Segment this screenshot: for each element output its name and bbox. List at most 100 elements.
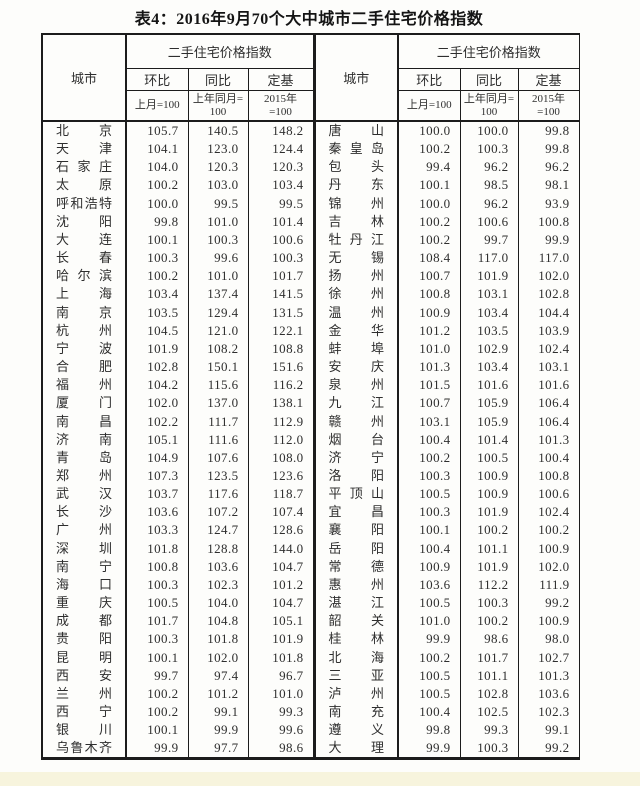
base-value-left: 144.0 [248,539,316,558]
base-value-right: 102.4 [538,504,570,520]
yoy-value-left: 111.6 [188,430,249,449]
base-header-right: 定基 [518,68,580,91]
base-value-left: 151.6 [248,358,316,377]
table-row: 青岛 104.9 107.6 108.0 济宁 100.2 100.5 100.… [42,448,579,467]
yoy-value-right: 99.3 [460,721,519,740]
city-name-right: 宜昌 [314,503,400,522]
yoy-value-right: 101.6 [460,376,519,395]
mom-value-left: 100.1 [126,648,189,667]
city-name-left: 沈阳 [42,212,127,231]
yoy-value-left: 124.7 [188,521,249,540]
yoy-value-right: 98.5 [460,176,519,195]
yoy-value-left: 101.8 [188,630,249,649]
city-name-left: 重庆 [42,594,127,613]
yoy-value-left: 123.0 [188,140,249,159]
base-value-left: 100.6 [248,230,316,250]
mom-value-right: 100.1 [398,521,461,540]
city-name-right: 北海 [314,648,400,667]
mom-value-right: 99.4 [398,158,461,177]
city-name-left: 昆明 [42,648,127,667]
base-value-left: 116.2 [248,376,316,395]
base-value-right: 100.8 [538,213,570,229]
base-value-right: 111.9 [539,576,570,592]
base-value-left: 99.3 [248,703,316,722]
city-name-right: 赣州 [314,412,400,431]
base-value-right: 104.4 [538,304,570,320]
base-value-right: 103.6 [538,685,570,701]
city-column-header-right: 城市 [314,34,400,122]
city-name-right: 牡丹江 [314,230,400,250]
base-value-left: 101.8 [248,648,316,667]
city-name-right: 烟台 [314,430,400,449]
base-value-right: 99.9 [545,231,570,247]
table-body: 北京 105.7 140.5 148.2 唐山 100.0 100.0 99.8… [42,121,579,759]
table-row: 南宁 100.8 103.6 104.7 常德 100.9 101.9 102.… [42,557,579,576]
base-value-right: 106.4 [538,413,570,429]
city-name-left: 呼和浩特 [42,194,127,213]
mom-value-left: 103.6 [126,503,189,522]
city-name-right: 九江 [314,394,400,413]
yoy-value-right: 103.1 [460,285,519,304]
city-name-left: 北京 [42,121,127,141]
city-name-left: 南京 [42,303,127,322]
city-name-left: 青岛 [42,448,127,467]
city-name-left: 杭州 [42,321,127,340]
yoy-value-left: 107.6 [188,448,249,467]
mom-value-left: 103.5 [126,303,189,322]
base-value-right: 102.0 [538,268,570,284]
city-name-left: 南昌 [42,412,127,431]
mom-value-right: 100.4 [398,539,461,558]
mom-value-left: 107.3 [126,466,189,486]
mom-value-right: 100.9 [398,303,461,322]
table-row: 宁波 101.9 108.2 108.8 蚌埠 101.0 102.9 102.… [42,339,579,359]
table-row: 哈尔滨 100.2 101.0 101.7 扬州 100.7 101.9 102… [42,267,579,286]
base-value-left: 99.6 [248,721,316,740]
mom-value-left: 100.3 [126,249,189,268]
city-name-right: 襄阳 [314,521,400,540]
base-value-left: 148.2 [248,121,316,141]
mom-subheader-right: 上月=100 [398,90,461,122]
mom-value-left: 100.3 [126,575,189,595]
city-name-left: 成都 [42,612,127,631]
mom-value-right: 101.2 [398,321,461,340]
yoy-value-left: 99.5 [188,194,249,213]
base-value-right: 100.2 [538,522,570,538]
base-value-right: 99.2 [545,740,570,756]
index-group-header-right: 二手住宅价格指数 [398,34,580,69]
base-value-left: 101.0 [248,684,316,703]
table-row: 贵阳 100.3 101.8 101.9 桂林 99.9 98.6 98.0 [42,630,579,649]
yoy-value-left: 102.3 [188,575,249,595]
yoy-value-left: 107.2 [188,503,249,522]
table-row: 西安 99.7 97.4 96.7 三亚 100.5 101.1 101.3 [42,666,579,685]
table-row: 上海 103.4 137.4 141.5 徐州 100.8 103.1 102.… [42,285,579,304]
base-value-right: 100.6 [538,486,570,502]
table-row: 重庆 100.5 104.0 104.7 湛江 100.5 100.3 99.2 [42,594,579,613]
mom-value-left: 101.7 [126,612,189,631]
yoy-value-left: 128.8 [188,539,249,558]
base-value-left: 103.4 [248,176,316,195]
table-row: 济南 105.1 111.6 112.0 烟台 100.4 101.4 101.… [42,430,579,449]
yoy-value-right: 117.0 [460,249,519,268]
base-value-right: 102.4 [538,340,570,356]
mom-value-right: 101.0 [398,339,461,359]
city-name-right: 岳阳 [314,539,400,558]
city-name-left: 厦门 [42,394,127,413]
mom-value-right: 100.2 [398,140,461,159]
mom-subheader-left: 上月=100 [126,90,189,122]
yoy-value-left: 103.6 [188,557,249,576]
base-value-left: 123.6 [248,466,316,486]
city-name-left: 深圳 [42,539,127,558]
table-row: 兰州 100.2 101.2 101.0 泸州 100.5 102.8 103.… [42,684,579,703]
city-name-right: 温州 [314,303,400,322]
base-value-right: 106.4 [538,395,570,411]
yoy-value-left: 137.4 [188,285,249,304]
base-subheader-right: 2015年 =100 [518,90,580,122]
table-row: 武汉 103.7 117.6 118.7 平顶山 100.5 100.9 100… [42,485,579,504]
table-row: 成都 101.7 104.8 105.1 韶关 101.0 100.2 100.… [42,612,579,631]
yoy-value-left: 121.0 [188,321,249,340]
mom-value-left: 100.2 [126,176,189,195]
mom-value-left: 102.8 [126,358,189,377]
yoy-value-left: 104.8 [188,612,249,631]
yoy-value-left: 137.0 [188,394,249,413]
base-value-right: 101.3 [538,667,570,683]
